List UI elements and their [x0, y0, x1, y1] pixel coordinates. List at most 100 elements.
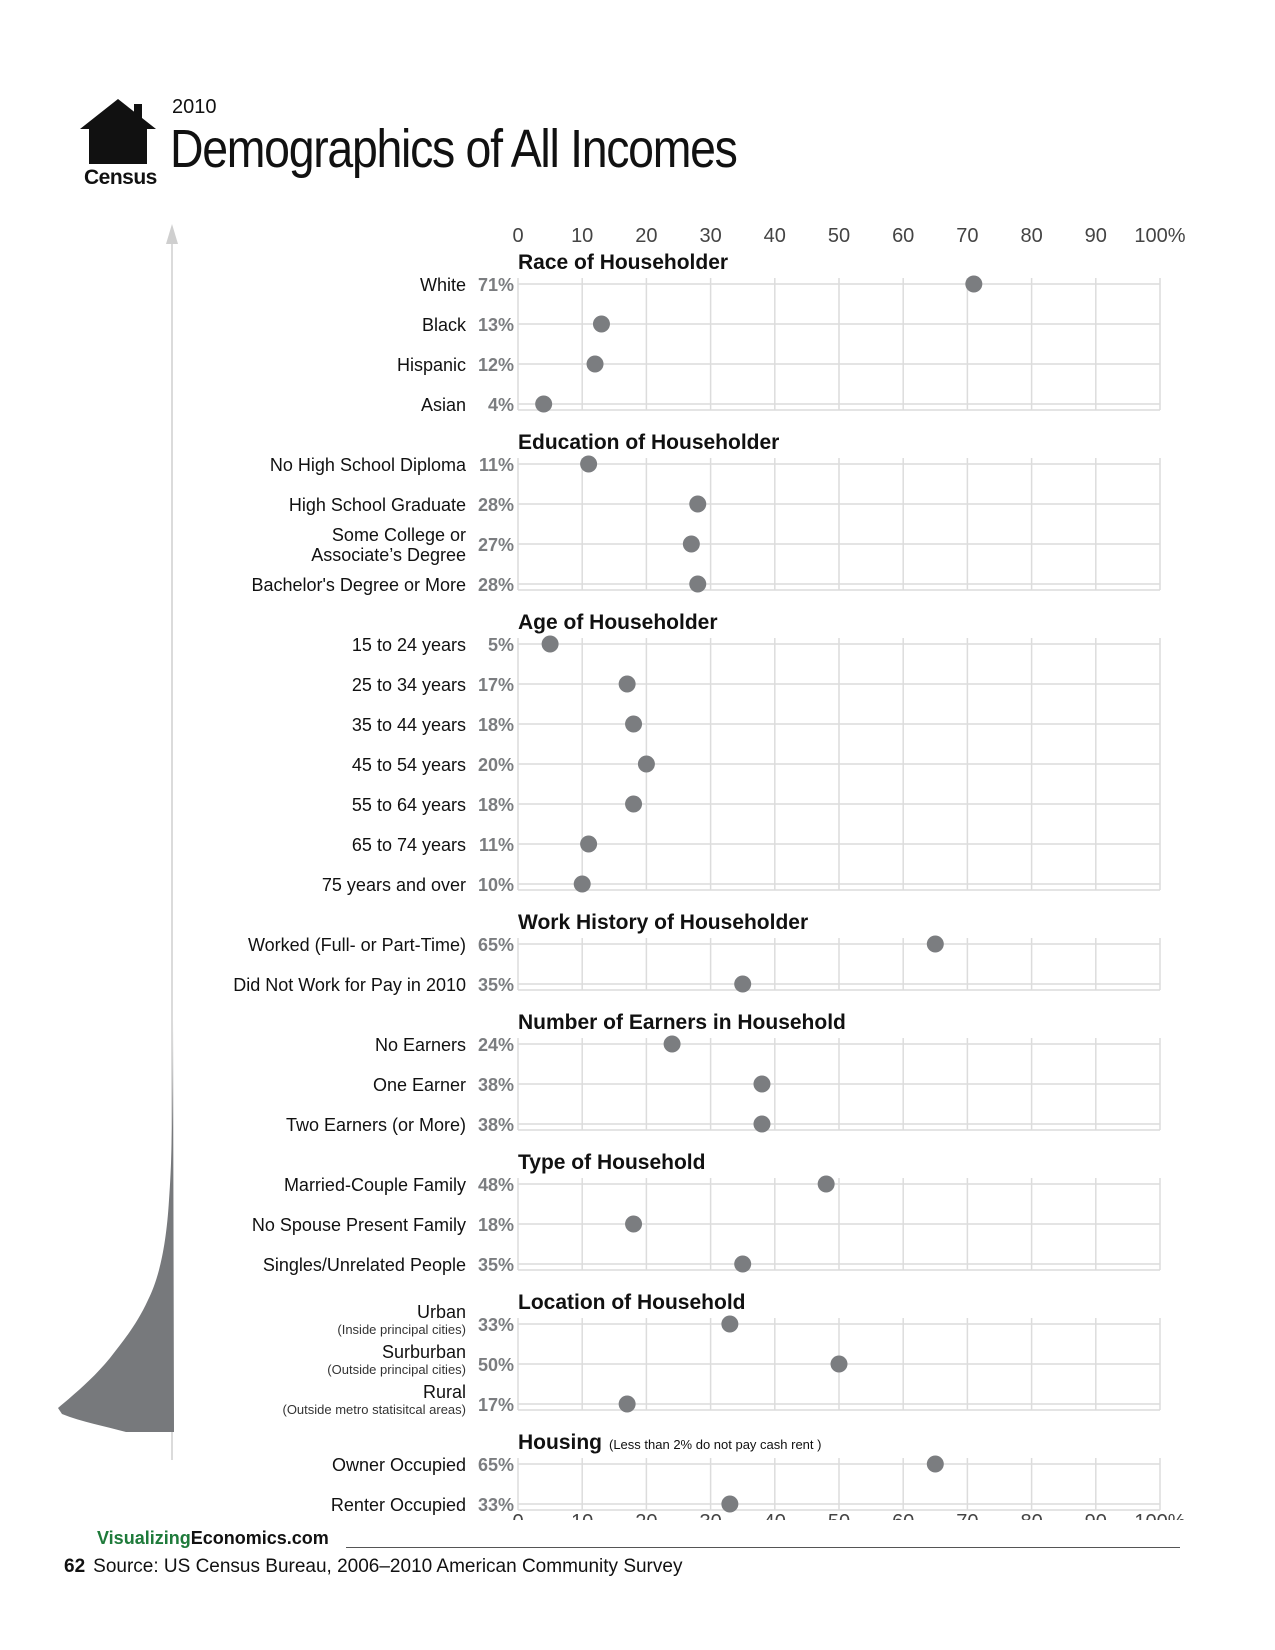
data-point	[580, 455, 598, 473]
category-label: Urban	[417, 1302, 466, 1322]
panel-title-3: Work History of Householder	[518, 911, 808, 934]
data-point	[965, 275, 983, 293]
category-label: High School Graduate	[289, 495, 466, 515]
category-label: Worked (Full- or Part-Time)	[248, 935, 466, 955]
value-label: 4%	[488, 395, 514, 415]
value-label: 18%	[478, 715, 514, 735]
data-point	[535, 395, 553, 413]
category-label: Some College or	[332, 525, 466, 545]
category-label: 35 to 44 years	[352, 715, 466, 735]
value-label: 38%	[478, 1115, 514, 1135]
x-tick-top-7: 70	[956, 225, 978, 247]
dot-plot-chart: 0 10 20 30 40 50 60 70 80 90 100% Race of Household…	[233, 225, 1186, 1520]
category-label: Rural	[423, 1382, 466, 1402]
data-point	[753, 1075, 771, 1093]
data-point	[586, 355, 604, 373]
value-label: 17%	[478, 1395, 514, 1415]
category-label: Hispanic	[397, 355, 466, 375]
x-tick-bottom-4: 40	[764, 1511, 786, 1520]
category-label: 45 to 54 years	[352, 755, 466, 775]
category-sublabel: (Outside metro statisitcal areas)	[282, 1402, 466, 1417]
data-point	[753, 1115, 771, 1133]
value-label: 65%	[478, 1455, 514, 1475]
value-label: 5%	[488, 635, 514, 655]
panel-title-2: Age of Householder	[518, 611, 718, 634]
logo-label: Census	[84, 166, 157, 189]
data-point	[618, 675, 636, 693]
x-tick-top-2: 20	[635, 225, 657, 247]
x-tick-top-9: 90	[1085, 225, 1107, 247]
value-label: 48%	[478, 1175, 514, 1195]
data-point	[637, 755, 655, 773]
category-sublabel: (Outside principal cities)	[327, 1362, 466, 1377]
value-label: 33%	[478, 1315, 514, 1335]
value-label: 33%	[478, 1495, 514, 1515]
data-point	[721, 1315, 739, 1333]
category-label: 25 to 34 years	[352, 675, 466, 695]
panel-title-1: Education of Householder	[518, 431, 779, 454]
category-label: White	[420, 275, 466, 295]
data-point	[734, 975, 752, 993]
data-point	[926, 1455, 944, 1473]
data-point	[817, 1175, 835, 1193]
value-label: 38%	[478, 1075, 514, 1095]
data-point	[734, 1255, 752, 1273]
x-tick-top-1: 10	[571, 225, 593, 247]
x-tick-top-3: 30	[699, 225, 721, 247]
value-label: 13%	[478, 315, 514, 335]
value-label: 18%	[478, 795, 514, 815]
x-tick-bottom-5: 50	[828, 1511, 850, 1520]
data-point	[721, 1495, 739, 1513]
value-label: 17%	[478, 675, 514, 695]
data-point	[625, 795, 643, 813]
value-label: 71%	[478, 275, 514, 295]
category-label: Black	[422, 315, 467, 335]
distribution-fill	[58, 1020, 174, 1432]
value-label: 11%	[479, 455, 514, 475]
panel-title-4: Number of Earners in Household	[518, 1011, 846, 1034]
value-label: 18%	[478, 1215, 514, 1235]
x-tick-top-10: 100%	[1134, 225, 1185, 247]
category-label: Singles/Unrelated People	[263, 1255, 466, 1275]
category-label: 55 to 64 years	[352, 795, 466, 815]
x-tick-bottom-3: 30	[699, 1511, 721, 1520]
category-label: Owner Occupied	[332, 1455, 466, 1475]
x-tick-bottom-0: 0	[512, 1511, 523, 1520]
page-number: 62	[64, 1556, 86, 1577]
data-point	[625, 1215, 643, 1233]
panel-title-7: Housing (Less than 2% do not pay cash ren…	[518, 1431, 821, 1454]
x-tick-bottom-8: 80	[1020, 1511, 1042, 1520]
source-text: Source: US Census Bureau, 2006–2010 Amer…	[93, 1556, 683, 1577]
data-point	[689, 575, 707, 593]
x-tick-top-6: 60	[892, 225, 914, 247]
x-tick-bottom-2: 20	[635, 1511, 657, 1520]
value-label: 35%	[478, 1255, 514, 1275]
category-label: Surburban	[382, 1342, 466, 1362]
footer-rule	[346, 1547, 1180, 1548]
x-tick-top-8: 80	[1020, 225, 1042, 247]
category-label: No Spouse Present Family	[252, 1215, 466, 1235]
value-label: 12%	[478, 355, 514, 375]
page-title: Demographics of All Incomes	[170, 119, 738, 179]
footer-brand: VisualizingEconomics.com	[97, 1528, 329, 1549]
income-distribution-shape	[58, 224, 178, 1460]
category-label: One Earner	[373, 1075, 466, 1095]
value-label: 24%	[478, 1035, 514, 1055]
value-label: 11%	[479, 835, 514, 855]
data-point	[592, 315, 610, 333]
value-label: 65%	[478, 935, 514, 955]
value-label: 50%	[478, 1355, 514, 1375]
x-tick-top-5: 50	[828, 225, 850, 247]
category-label: 65 to 74 years	[352, 835, 466, 855]
category-label: 15 to 24 years	[352, 635, 466, 655]
value-label: 20%	[478, 755, 514, 775]
category-label: Bachelor's Degree or More	[251, 575, 466, 595]
x-tick-bottom-1: 10	[571, 1511, 593, 1520]
footer-source-line: 62 Source: US Census Bureau, 2006–2010 Am…	[64, 1556, 682, 1578]
data-point	[541, 635, 559, 653]
header-year: 2010	[172, 96, 217, 118]
category-label: Married-Couple Family	[284, 1175, 466, 1195]
data-point	[926, 935, 944, 953]
brand-visualizing: Visualizing	[97, 1528, 191, 1548]
category-sublabel: (Inside principal cities)	[337, 1322, 466, 1337]
